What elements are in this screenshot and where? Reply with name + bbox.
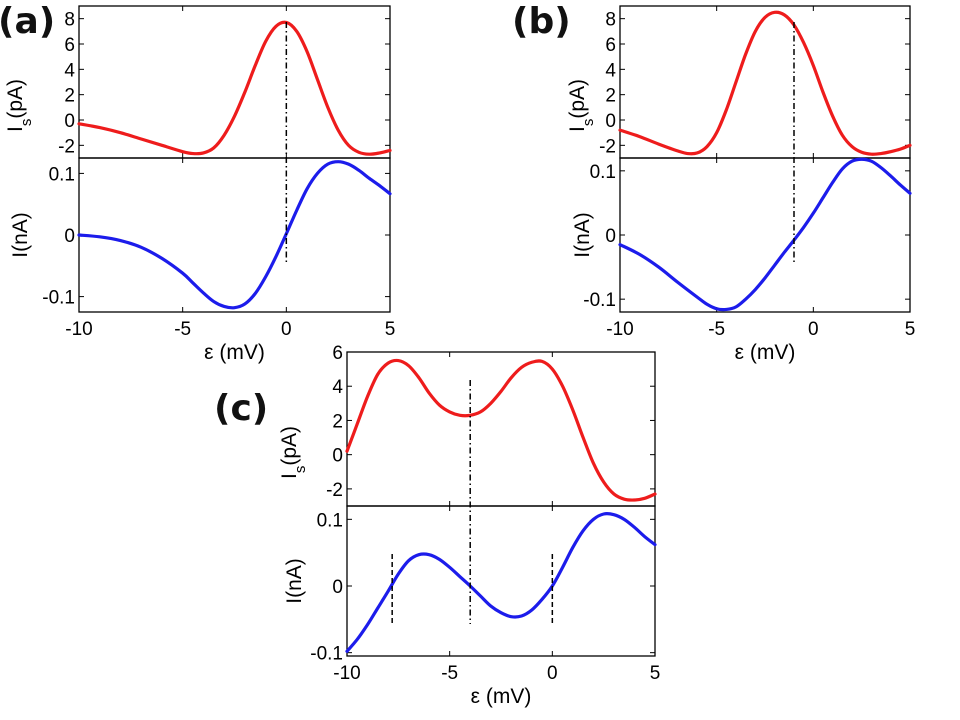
panel-b-bottom-yaxis-title: I(nA) (571, 212, 594, 258)
panel-c-bottom-ytick-label: -0.1 (310, 644, 343, 665)
panel-b-xtick-label: -10 (606, 319, 633, 340)
panel-c-bottom-frame (346, 505, 656, 657)
panel-a-top-ytick-label: -2 (58, 136, 75, 157)
panel-c-top-ytick-label: 4 (332, 377, 343, 398)
panel-b-top-yaxis-title: Is(pA) (566, 79, 597, 132)
panel-b-xaxis-title: ε (mV) (735, 341, 796, 364)
panel-c-top-yaxis-title-main: I (278, 473, 301, 479)
panel-a-xtick-label: 5 (385, 319, 396, 340)
panel-b-top-yaxis-title-main: I (566, 126, 589, 132)
panel-a-xtick-label: -5 (174, 319, 191, 340)
panel-a: (a) -2 0 2 4 6 8 Is(pA) -0.1 0 0.1 -10 -5 0 5 ε (mV) I… (0, 1, 395, 364)
panel-b-top-series-line (618, 10, 912, 156)
panel-a-bottom-ytick-label: -0.1 (42, 288, 75, 309)
panel-c-top-ytick-label: -2 (326, 480, 343, 501)
panel-c-xtick-label: -5 (441, 663, 458, 684)
panel-a-top-yaxis-title-main: I (4, 126, 27, 132)
panel-a-bottom-frame (78, 157, 391, 313)
panel-b-top-ytick-label: 0 (605, 111, 616, 132)
panel-a-top-plot: -2 0 2 4 6 8 Is(pA) (4, 5, 392, 159)
panel-c-xtick-label: -10 (333, 663, 360, 684)
panel-b-xtick-label: 0 (808, 319, 819, 340)
panel-c-top-ytick-label: 2 (332, 411, 343, 432)
panel-a-top-ytick-label: 2 (64, 86, 75, 107)
panel-c-bottom-yaxis-title: I(nA) (283, 558, 306, 604)
panel-c-bottom-series-line (345, 512, 657, 653)
panel-letter-a: (a) (0, 1, 55, 42)
panel-b-bottom-plot: -0.1 0 0.1 -10 -5 0 5 ε (mV) I(nA) (571, 157, 916, 364)
panel-c-bottom-ytick-label: 0.1 (317, 510, 343, 531)
panel-b-top-ytick-label: 2 (605, 86, 616, 107)
panel-b-xtick-label: 5 (905, 319, 916, 340)
panel-b-top-ytick-label: 6 (605, 35, 616, 56)
panel-b-top-ytick-label: 8 (605, 10, 616, 31)
panel-c-top-plot: -2 0 2 4 6 Is(pA) (278, 343, 657, 507)
panel-b-bottom-ytick-label: 0 (605, 226, 616, 247)
panel-a-top-ytick-label: 4 (64, 60, 75, 81)
panel-letter-b: (b) (512, 1, 571, 42)
panel-b-bottom-series-line (618, 157, 912, 312)
panel-a-top-yaxis-title: Is(pA) (4, 79, 35, 132)
panel-b-xtick-label: -5 (708, 319, 725, 340)
panel-c-top-yaxis-title-unit: (pA) (278, 426, 301, 466)
panel-b: (b) -2 0 2 4 6 8 Is(pA) -0.1 0 0.1 -10 -5 0 5 ε (mV) I… (512, 1, 915, 364)
panel-b-bottom-frame (619, 157, 911, 313)
panel-a-bottom-ytick-label: 0.1 (49, 164, 75, 185)
panel-a-top-yaxis-title-unit: (pA) (4, 79, 27, 119)
panel-b-top-yaxis-title-unit: (pA) (566, 79, 589, 119)
panel-b-top-frame (619, 5, 911, 159)
panel-c-xaxis-title: ε (mV) (471, 685, 532, 708)
panel-a-xtick-label: 0 (281, 319, 292, 340)
panel-a-xtick-label: -10 (65, 319, 92, 340)
panel-b-top-plot: -2 0 2 4 6 8 Is(pA) (566, 5, 912, 159)
panel-a-bottom-ytick-label: 0 (64, 226, 75, 247)
panel-c-bottom-ytick-label: 0 (332, 577, 343, 598)
panel-c-top-yaxis-title-sub: s (292, 466, 309, 474)
panel-a-top-ytick-label: 8 (64, 10, 75, 31)
panel-b-bottom-ytick-label: -0.1 (583, 290, 616, 311)
panel-a-top-ytick-label: 0 (64, 111, 75, 132)
panel-c-xtick-label: 0 (547, 663, 558, 684)
panel-c-top-frame (346, 351, 656, 507)
panel-a-bottom-plot: -0.1 0 0.1 -10 -5 0 5 ε (mV) I(nA) (9, 157, 396, 364)
panel-b-top-ytick-label: -2 (599, 136, 616, 157)
panel-c-xtick-label: 5 (650, 663, 661, 684)
panel-b-bottom-ytick-label: 0.1 (590, 162, 616, 183)
panel-b-top-ytick-label: 4 (605, 60, 616, 81)
panel-letter-c: (c) (214, 388, 268, 429)
panel-b-top-yaxis-title-sub: s (580, 119, 597, 127)
panel-a-top-yaxis-title-sub: s (18, 119, 35, 127)
panel-c-top-ytick-label: 0 (332, 446, 343, 467)
panel-c-bottom-plot: -0.1 0 0.1 -10 -5 0 5 ε (mV) I(nA) (283, 505, 661, 708)
panel-a-top-ytick-label: 6 (64, 35, 75, 56)
panel-c-top-ytick-label: 6 (332, 343, 343, 364)
panel-a-bottom-yaxis-title: I(nA) (9, 212, 32, 258)
panel-c-top-series-line (345, 358, 657, 502)
panel-a-xaxis-title: ε (mV) (204, 341, 265, 364)
panel-a-top-series-line (77, 20, 392, 156)
panel-a-bottom-series-line (77, 160, 392, 310)
panel-c-top-yaxis-title: Is(pA) (278, 426, 309, 479)
